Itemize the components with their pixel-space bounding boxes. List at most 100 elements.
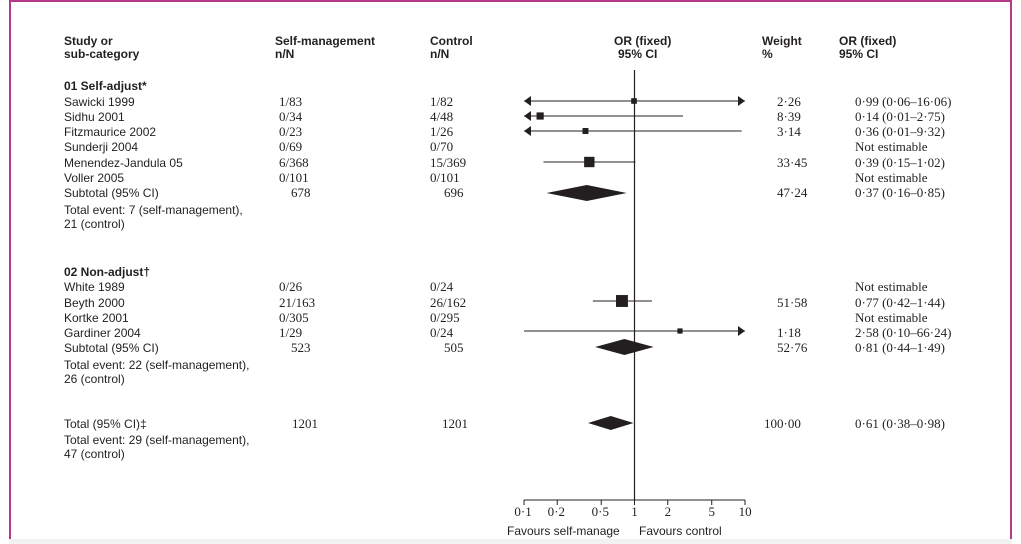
ci-arrow-left — [524, 96, 531, 106]
study-name: Fitzmaurice 2002 — [64, 125, 157, 139]
estimate-square — [631, 98, 637, 104]
or-ci-value: 0·39 (0·15–1·02) — [855, 155, 945, 170]
estimate-square — [677, 328, 683, 334]
header-weight-unit: % — [762, 47, 773, 61]
ci-arrow-right — [738, 96, 745, 106]
or-ci-value: Not estimable — [855, 310, 928, 325]
figure-bottom-band — [9, 539, 1012, 544]
total-events-line2: 21 (control) — [64, 217, 125, 231]
total-events-line1: Total event: 22 (self-management), — [64, 358, 250, 372]
subtotal-or-ci: 0·81 (0·44–1·49) — [855, 340, 945, 355]
favours-left-label: Favours self-manage — [507, 524, 620, 538]
pooled-diamond — [588, 416, 634, 430]
header-orci-ci: 95% CI — [839, 47, 879, 61]
sm-count: 21/163 — [279, 295, 316, 310]
header-weight: Weight — [762, 34, 802, 48]
header-self-management: Self-management — [275, 34, 376, 48]
header-control: Control — [430, 34, 473, 48]
or-ci-value: Not estimable — [855, 279, 928, 294]
sm-count: 0/34 — [279, 109, 303, 124]
figure-frame — [9, 0, 1012, 540]
sm-count: 1/83 — [279, 94, 303, 109]
subtotal-label: Subtotal (95% CI) — [64, 186, 159, 200]
x-tick-label: 5 — [708, 504, 716, 519]
study-name: Voller 2005 — [64, 171, 125, 185]
control-count: 0/101 — [430, 170, 460, 185]
subtotal-or-ci: 0·37 (0·16–0·85) — [855, 185, 945, 200]
control-count: 1/82 — [430, 94, 454, 109]
group-title: 02 Non-adjust† — [64, 265, 151, 279]
pooled-diamond — [546, 185, 627, 201]
subtotal-sm: 678 — [291, 185, 311, 200]
or-ci-value: 0·14 (0·01–2·75) — [855, 109, 945, 124]
header-orci: OR (fixed) — [839, 34, 897, 48]
or-ci-value: 2·58 (0·10–66·24) — [855, 325, 952, 340]
ci-arrow-right — [738, 326, 745, 336]
ci-arrow-left — [524, 111, 531, 121]
study-name: Gardiner 2004 — [64, 326, 141, 340]
subtotal-sm: 523 — [291, 340, 311, 355]
subtotal-control: 505 — [444, 340, 464, 355]
ci-arrow-left — [524, 126, 531, 136]
subtotal-weight: 52·76 — [777, 340, 808, 355]
control-count: 0/24 — [430, 279, 454, 294]
study-name: Menendez-Jandula 05 — [64, 156, 183, 170]
or-ci-value: Not estimable — [855, 170, 928, 185]
total-label: Total (95% CI)‡ — [64, 417, 147, 431]
total-sm: 1201 — [292, 416, 318, 431]
control-count: 0/24 — [430, 325, 454, 340]
pooled-diamond — [595, 339, 654, 355]
estimate-square — [616, 295, 628, 307]
header-control-nn: n/N — [430, 47, 450, 61]
estimate-square — [582, 128, 589, 134]
weight-value: 2·26 — [777, 94, 801, 109]
x-tick-label: 10 — [738, 504, 752, 519]
total-or-ci: 0·61 (0·38–0·98) — [855, 416, 945, 431]
sm-count: 6/368 — [279, 155, 309, 170]
header-or-ci: 95% CI — [618, 47, 658, 61]
weight-value: 33·45 — [777, 155, 808, 170]
study-name: Sidhu 2001 — [64, 110, 125, 124]
weight-value: 3·14 — [777, 124, 801, 139]
control-count: 0/295 — [430, 310, 460, 325]
subtotal-label: Subtotal (95% CI) — [64, 341, 159, 355]
header-self-management-nn: n/N — [275, 47, 295, 61]
x-tick-label: 0·5 — [591, 504, 609, 519]
control-count: 26/162 — [430, 295, 467, 310]
subtotal-control: 696 — [444, 185, 464, 200]
control-count: 1/26 — [430, 124, 454, 139]
study-name: Beyth 2000 — [64, 296, 125, 310]
or-ci-value: Not estimable — [855, 139, 928, 154]
header-or-fixed: OR (fixed) — [614, 34, 672, 48]
sm-count: 1/29 — [279, 325, 303, 340]
x-tick-label: 2 — [664, 504, 672, 519]
weight-value: 1·18 — [777, 325, 801, 340]
control-count: 15/369 — [430, 155, 467, 170]
sm-count: 0/305 — [279, 310, 309, 325]
weight-value: 51·58 — [777, 295, 808, 310]
control-count: 4/48 — [430, 109, 454, 124]
x-tick-label: 0·1 — [514, 504, 532, 519]
study-name: White 1989 — [64, 280, 125, 294]
header-study-line2: sub-category — [64, 47, 140, 61]
total-weight: 100·00 — [764, 416, 801, 431]
subtotal-weight: 47·24 — [777, 185, 808, 200]
weight-value: 8·39 — [777, 109, 801, 124]
control-count: 0/70 — [430, 139, 454, 154]
total-events-line1: Total event: 7 (self-management), — [64, 203, 243, 217]
study-name: Kortke 2001 — [64, 311, 129, 325]
estimate-square — [584, 156, 595, 168]
sm-count: 0/101 — [279, 170, 309, 185]
sm-count: 0/23 — [279, 124, 303, 139]
total-events-line1: Total event: 29 (self-management), — [64, 433, 250, 447]
header-study-line1: Study or — [64, 34, 113, 48]
sm-count: 0/26 — [279, 279, 303, 294]
total-events-line2: 26 (control) — [64, 372, 125, 386]
estimate-square — [536, 112, 544, 120]
group-title: 01 Self-adjust* — [64, 79, 147, 93]
favours-right-label: Favours control — [639, 524, 722, 538]
sm-count: 0/69 — [279, 139, 303, 154]
x-tick-label: 0·2 — [547, 504, 565, 519]
or-ci-value: 0·77 (0·42–1·44) — [855, 295, 945, 310]
